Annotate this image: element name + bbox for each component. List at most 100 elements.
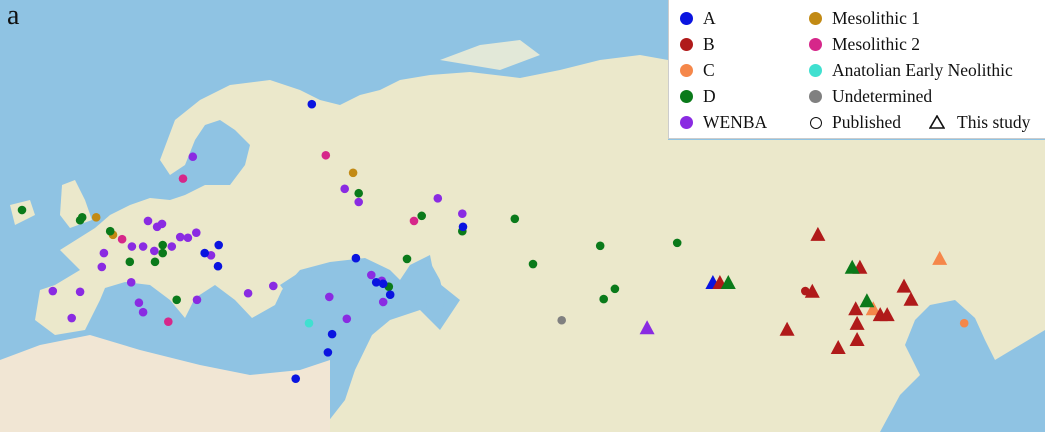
published-sample-mesolithic-2 [321,150,331,160]
this-study-sample-b [848,301,864,316]
published-sample-d [610,284,620,294]
legend: A B C D WENBA Mesolithic 1 Mesolithic 2 Anatoli… [668,0,1045,139]
published-sample-mesolithic-2 [164,317,173,327]
published-sample-d [172,295,181,305]
published-sample-anatolian-early-neolithic [304,318,314,328]
published-sample-d [105,226,115,236]
legend-label-mesolithic-1: Mesolithic 1 [832,8,920,28]
published-sample-wenba [127,242,137,251]
published-sample-a [323,348,333,357]
legend-label-mesolithic-2: Mesolithic 2 [832,34,920,54]
published-sample-a [385,290,395,300]
published-sample-a [200,248,209,258]
this-study-sample-b [879,307,895,322]
published-sample-wenba [99,248,109,258]
this-study-sample-b [779,321,795,336]
panel-label: a [7,0,20,31]
legend-this-study-triangle-icon [929,115,945,129]
legend-label-undetermined: Undetermined [832,86,933,106]
this-study-sample-b [810,226,826,241]
published-sample-wenba [143,216,153,226]
published-sample-d [528,259,538,269]
published-sample-wenba [188,152,198,162]
published-sample-a [291,374,301,383]
published-sample-wenba [243,288,253,298]
legend-label-c: C [703,60,715,80]
legend-marker-wenba [680,116,693,129]
published-sample-d [158,240,167,250]
published-sample-wenba [378,297,388,307]
published-sample-a [327,329,337,339]
published-sample-wenba [342,314,352,324]
published-sample-d [599,294,608,304]
published-sample-wenba [458,209,467,218]
this-study-sample-c [865,301,881,316]
published-sample-a [214,240,223,250]
published-sample-wenba [150,246,159,256]
published-sample-d [402,254,412,264]
published-sample-mesolithic-1 [348,168,358,178]
published-sample-mesolithic-2 [409,216,419,226]
published-sample-a [307,99,317,109]
published-sample-wenba [138,307,148,317]
published-sample-wenba [175,232,185,242]
published-sample-wenba [192,295,202,305]
legend-marker-c [680,64,693,77]
this-study-sample-d [859,293,875,308]
this-study-sample-d [844,259,860,274]
published-sample-undetermined [557,315,566,325]
published-sample-d [595,241,605,251]
legend-marker-undetermined [809,90,822,103]
published-sample-d [77,213,87,222]
this-study-sample-b [830,339,846,354]
legend-marker-d [680,90,693,103]
published-sample-a [213,261,223,271]
published-sample-mesolithic-2 [178,174,188,183]
published-sample-d [125,257,135,267]
this-study-sample-b [849,315,865,330]
eurasia-land [35,55,1045,432]
published-sample-wenba [126,277,136,287]
published-sample-wenba [433,194,443,203]
legend-this-study-label: This study [957,112,1031,132]
published-sample-a [378,279,388,289]
published-sample-wenba [157,219,167,229]
this-study-sample-b [903,291,919,306]
arctic-desert [440,40,540,70]
published-sample-wenba [269,281,278,291]
published-sample-d [510,214,520,224]
black-sea [280,268,370,298]
legend-marker-anatolian-early-neolithic [809,64,822,77]
published-sample-d [150,257,160,267]
legend-marker-mesolithic-1 [809,12,822,25]
legend-label-d: D [703,86,716,106]
published-sample-wenba [340,184,350,194]
this-study-sample-b [804,283,820,298]
published-sample-wenba [48,286,58,296]
legend-published-circle-icon [810,117,822,129]
published-sample-wenba [138,242,148,251]
published-sample-wenba [75,287,85,297]
this-study-sample-c [932,250,948,265]
published-sample-wenba [354,197,364,207]
published-sample-mesolithic-1 [91,213,101,222]
legend-marker-a [680,12,693,25]
caspian-sea [410,262,445,320]
published-sample-d [354,188,364,198]
this-study-sample-wenba [639,320,655,335]
published-sample-wenba [97,262,107,272]
published-sample-d [672,238,682,248]
this-study-sample-d [720,275,736,290]
published-sample-wenba [167,242,177,251]
this-study-sample-b [849,331,865,346]
published-sample-wenba [192,228,201,237]
published-sample-a [351,253,361,263]
legend-label-wenba: WENBA [703,112,768,132]
africa-desert [0,335,330,432]
this-study-sample-b [896,278,912,293]
legend-marker-mesolithic-2 [809,38,822,51]
published-sample-d [158,248,167,258]
published-sample-d [17,205,27,215]
published-sample-wenba [134,298,144,308]
